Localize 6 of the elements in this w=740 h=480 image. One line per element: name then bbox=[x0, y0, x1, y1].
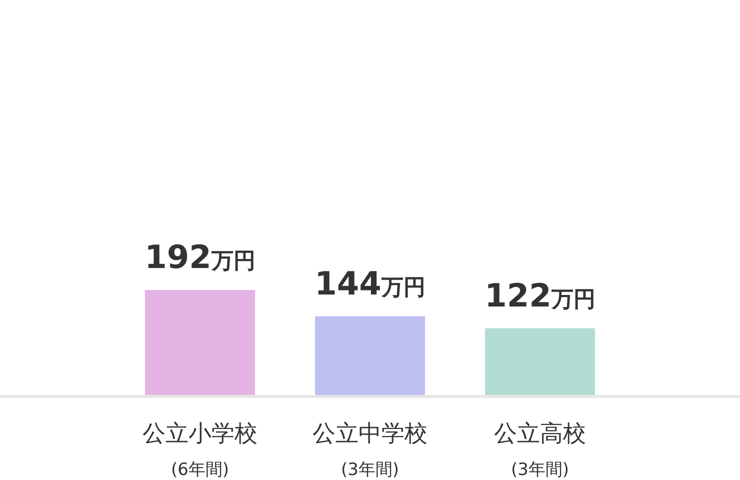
data-label: 144万円 bbox=[314, 264, 426, 302]
x-tick-label: 公立高校 (3年間) bbox=[494, 421, 586, 480]
data-label: 122万円 bbox=[484, 276, 596, 314]
x-tick-label: 公立中学校 (3年間) bbox=[312, 421, 428, 480]
x-tick-label: 公立小学校 (6年間) bbox=[142, 421, 258, 480]
data-label: 192万円 bbox=[144, 238, 256, 276]
